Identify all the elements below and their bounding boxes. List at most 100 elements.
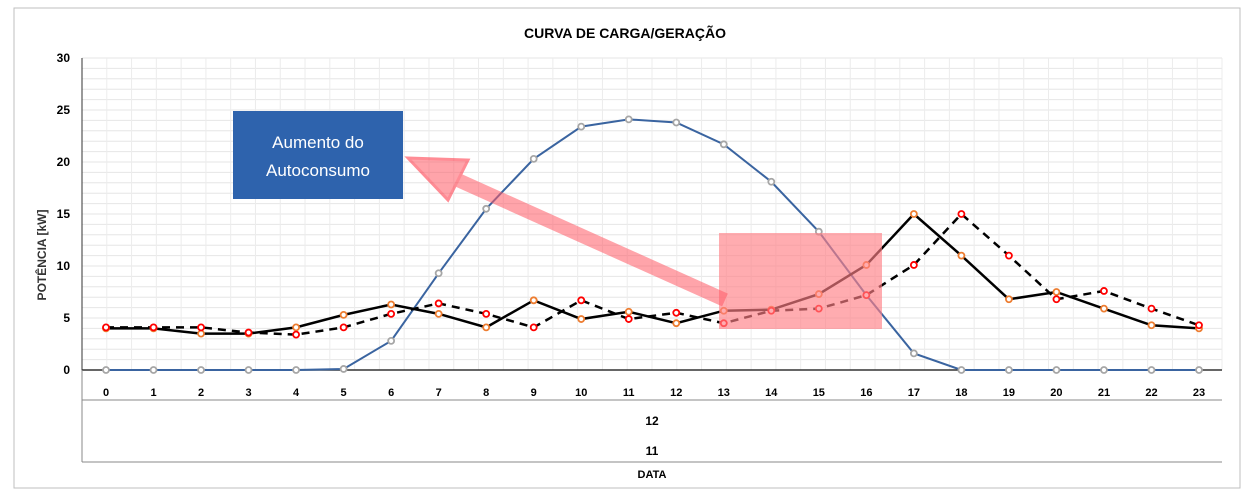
data-point bbox=[482, 204, 491, 213]
data-point bbox=[1052, 288, 1061, 296]
data-point bbox=[1100, 366, 1108, 374]
series-line-2 bbox=[106, 212, 1200, 336]
data-point bbox=[529, 154, 538, 163]
data-point bbox=[1147, 321, 1156, 330]
chart-title: CURVA DE CARGA/GERAÇÃO bbox=[524, 24, 726, 41]
data-point bbox=[149, 323, 158, 332]
y-tick-label: 20 bbox=[57, 155, 71, 169]
x-tick-label: 15 bbox=[813, 387, 825, 399]
data-point bbox=[244, 366, 253, 374]
data-point bbox=[1005, 366, 1013, 374]
data-point bbox=[1147, 366, 1156, 374]
data-point bbox=[482, 309, 491, 318]
data-point bbox=[387, 309, 396, 318]
data-point bbox=[292, 323, 300, 332]
x-tick-label: 17 bbox=[908, 387, 920, 399]
y-tick-label: 0 bbox=[63, 363, 70, 377]
data-point bbox=[387, 300, 396, 309]
x-tick-label: 14 bbox=[765, 387, 778, 399]
data-point bbox=[387, 336, 396, 345]
data-point bbox=[529, 296, 538, 305]
data-point bbox=[1195, 321, 1203, 330]
data-point bbox=[339, 323, 348, 332]
y-axis-label: POTÊNCIA [kW] bbox=[34, 210, 49, 301]
data-point bbox=[1100, 287, 1108, 295]
data-point bbox=[577, 296, 586, 305]
annotation-arrow bbox=[404, 156, 728, 307]
data-point bbox=[577, 315, 586, 323]
annotation-line-2: Autoconsumo bbox=[266, 161, 370, 180]
x-tick-label: 16 bbox=[860, 387, 872, 399]
x-tick-label: 8 bbox=[483, 387, 489, 399]
data-point bbox=[434, 269, 443, 278]
data-point bbox=[102, 366, 110, 374]
data-point bbox=[197, 323, 205, 332]
data-point bbox=[672, 319, 681, 328]
x-axis-label: DATA bbox=[638, 469, 667, 481]
data-point bbox=[672, 308, 681, 317]
data-point bbox=[624, 315, 633, 323]
data-point bbox=[149, 366, 158, 374]
x-tick-label: 18 bbox=[955, 387, 967, 399]
x-tick-label: 2 bbox=[198, 387, 204, 399]
x-tick-label: 9 bbox=[531, 387, 537, 399]
data-point bbox=[434, 309, 443, 318]
x-tick-label: 22 bbox=[1145, 387, 1157, 399]
x-tick-label: 23 bbox=[1193, 387, 1205, 399]
data-point bbox=[957, 366, 966, 374]
y-tick-label: 25 bbox=[57, 103, 71, 117]
data-point bbox=[909, 261, 918, 269]
highlight-region bbox=[719, 233, 882, 329]
data-point bbox=[292, 330, 300, 339]
data-point bbox=[1005, 295, 1013, 304]
y-tick-label: 15 bbox=[57, 207, 71, 221]
data-point bbox=[672, 118, 681, 127]
x-tick-label: 6 bbox=[388, 387, 394, 399]
data-point bbox=[1005, 251, 1013, 260]
data-point bbox=[624, 115, 633, 124]
data-point bbox=[719, 140, 728, 149]
data-point bbox=[1052, 366, 1061, 374]
data-point bbox=[434, 299, 443, 308]
data-point bbox=[909, 210, 918, 218]
data-point bbox=[1195, 366, 1203, 374]
data-point bbox=[1100, 304, 1108, 313]
data-point bbox=[624, 307, 633, 316]
x-tick-label: 1 bbox=[150, 387, 156, 399]
y-tick-label: 30 bbox=[57, 51, 71, 65]
data-point bbox=[909, 349, 918, 358]
x-tick-label: 21 bbox=[1098, 387, 1110, 399]
series-line-0 bbox=[106, 118, 1199, 371]
x-group-label: 11 bbox=[646, 444, 659, 458]
x-tick-label: 7 bbox=[436, 387, 442, 399]
data-point bbox=[244, 328, 253, 337]
data-point bbox=[529, 323, 538, 332]
data-point bbox=[957, 251, 966, 260]
data-point bbox=[102, 323, 110, 332]
x-tick-label: 20 bbox=[1050, 387, 1062, 399]
data-point bbox=[957, 210, 966, 218]
data-point bbox=[339, 365, 348, 373]
data-point bbox=[577, 122, 586, 131]
x-tick-label: 4 bbox=[293, 387, 300, 399]
data-point bbox=[1052, 295, 1061, 304]
series-line-1 bbox=[106, 212, 1200, 335]
x-tick-label: 5 bbox=[341, 387, 347, 399]
annotation-line-1: Aumento do bbox=[272, 133, 364, 152]
data-point bbox=[767, 177, 776, 186]
data-point bbox=[339, 310, 348, 319]
x-tick-label: 13 bbox=[718, 387, 730, 399]
annotation-box bbox=[233, 111, 403, 199]
x-tick-label: 3 bbox=[246, 387, 252, 399]
data-point bbox=[482, 323, 491, 332]
y-tick-label: 5 bbox=[63, 311, 70, 325]
x-group-label: 12 bbox=[645, 414, 659, 428]
data-point bbox=[1147, 304, 1156, 313]
data-point bbox=[197, 329, 205, 338]
y-tick-label: 10 bbox=[57, 259, 71, 273]
x-tick-label: 11 bbox=[623, 387, 635, 399]
data-point bbox=[292, 366, 300, 374]
x-tick-label: 12 bbox=[670, 387, 682, 399]
